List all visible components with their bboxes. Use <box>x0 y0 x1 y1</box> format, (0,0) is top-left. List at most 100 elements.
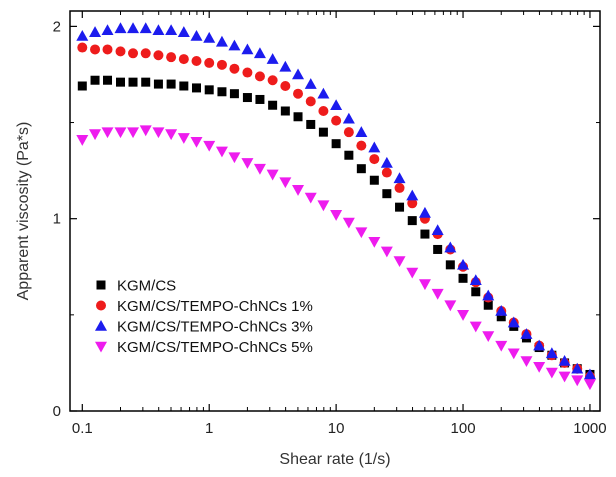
data-point-series-2 <box>102 44 113 55</box>
data-point-series-2 <box>381 167 392 178</box>
y-tick-label: 0 <box>53 403 61 420</box>
data-point-series-3 <box>330 99 343 111</box>
legend-label-1: KGM/CS <box>117 278 176 295</box>
data-point-series-1 <box>128 77 138 87</box>
data-point-series-1 <box>433 244 443 254</box>
data-point-series-1 <box>445 260 455 270</box>
data-point-series-3 <box>342 112 355 124</box>
data-point-series-1 <box>179 81 189 91</box>
data-point-series-1 <box>420 229 430 239</box>
x-tick-label: 1 <box>205 420 213 437</box>
legend-label-3: KGM/CS/TEMPO-ChNCs 3% <box>117 319 313 336</box>
data-point-series-3 <box>253 47 266 59</box>
data-point-series-4 <box>177 133 190 144</box>
data-point-series-3 <box>457 258 470 270</box>
data-point-series-3 <box>431 224 444 236</box>
data-point-series-3 <box>495 305 508 316</box>
data-point-series-4 <box>495 340 508 352</box>
data-point-series-3 <box>482 289 495 301</box>
data-point-series-4 <box>545 367 558 379</box>
data-point-series-1 <box>331 139 341 149</box>
data-point-series-4 <box>317 200 330 212</box>
data-point-series-4 <box>431 288 444 300</box>
data-point-series-4 <box>380 246 393 258</box>
data-point-series-2 <box>191 56 202 66</box>
data-point-series-3 <box>520 328 533 339</box>
data-point-series-3 <box>418 206 431 218</box>
data-point-series-1 <box>395 202 405 212</box>
data-point-series-3 <box>241 43 254 55</box>
data-point-series-4 <box>279 177 292 189</box>
data-point-series-1 <box>116 77 126 87</box>
data-point-series-2 <box>394 182 405 193</box>
data-point-series-2 <box>331 115 342 126</box>
data-point-series-4 <box>457 310 470 321</box>
data-point-series-2 <box>318 106 329 116</box>
y-tick-label: 1 <box>53 211 61 228</box>
data-point-series-4 <box>292 185 305 196</box>
data-point-series-2 <box>166 52 177 63</box>
data-point-series-2 <box>229 63 240 74</box>
data-point-series-3 <box>292 68 305 80</box>
data-point-series-1 <box>268 100 278 110</box>
data-point-series-4 <box>152 127 165 139</box>
data-point-series-1 <box>344 150 354 160</box>
data-point-series-4 <box>139 125 152 137</box>
data-point-series-1 <box>293 112 303 122</box>
data-point-series-1 <box>382 189 392 199</box>
data-point-series-2 <box>140 48 151 59</box>
data-point-series-3 <box>139 22 152 34</box>
data-point-series-1 <box>191 83 201 93</box>
data-point-series-4 <box>418 279 431 291</box>
data-point-series-4 <box>330 210 343 221</box>
data-point-series-3 <box>127 22 140 34</box>
data-point-series-3 <box>76 30 89 41</box>
legend: KGM/CS KGM/CS/TEMPO-ChNCs 1% KGM/CS/TEMPO-… <box>95 278 313 356</box>
data-point-series-4 <box>114 127 127 139</box>
data-point-series-3 <box>380 156 393 168</box>
data-point-series-4 <box>558 371 571 383</box>
data-point-series-1 <box>153 79 163 89</box>
data-point-series-4 <box>571 375 584 387</box>
data-point-series-2 <box>242 67 253 78</box>
data-point-series-2 <box>356 140 367 151</box>
data-point-series-1 <box>458 273 468 283</box>
data-point-series-3 <box>266 53 279 64</box>
data-point-series-2 <box>369 154 380 165</box>
data-point-series-3 <box>533 339 546 351</box>
data-point-series-1 <box>90 75 100 85</box>
data-point-series-3 <box>507 316 520 328</box>
data-point-series-2 <box>293 88 304 99</box>
data-point-series-4 <box>355 227 368 239</box>
data-point-series-3 <box>444 241 457 253</box>
data-point-series-2 <box>305 96 316 107</box>
x-tick-label: 100 <box>451 420 476 437</box>
data-point-series-3 <box>165 24 178 36</box>
data-point-series-1 <box>103 75 113 85</box>
data-point-series-2 <box>115 46 126 57</box>
data-point-series-4 <box>342 217 355 229</box>
data-point-series-4 <box>444 300 457 312</box>
data-point-series-3 <box>317 87 330 99</box>
data-point-series-4 <box>89 129 102 141</box>
data-point-series-1 <box>483 300 493 310</box>
data-point-series-3 <box>279 60 292 72</box>
data-point-series-3 <box>393 172 406 184</box>
data-point-series-3 <box>545 347 558 359</box>
data-point-series-2 <box>280 81 291 91</box>
data-point-series-4 <box>101 127 114 139</box>
data-point-series-3 <box>368 141 381 153</box>
legend-marker-1 <box>96 280 106 290</box>
data-point-series-1 <box>318 127 328 137</box>
data-point-series-3 <box>177 26 190 37</box>
data-point-series-4 <box>304 192 317 204</box>
data-point-series-1 <box>217 87 227 97</box>
x-axis-title: Shear rate (1/s) <box>279 451 390 468</box>
data-point-series-3 <box>101 24 114 36</box>
data-point-series-3 <box>406 189 419 201</box>
data-point-series-3 <box>114 22 127 34</box>
data-point-series-2 <box>77 42 88 53</box>
data-point-series-2 <box>153 50 164 61</box>
data-point-series-2 <box>178 54 189 65</box>
data-point-series-1 <box>242 93 252 103</box>
